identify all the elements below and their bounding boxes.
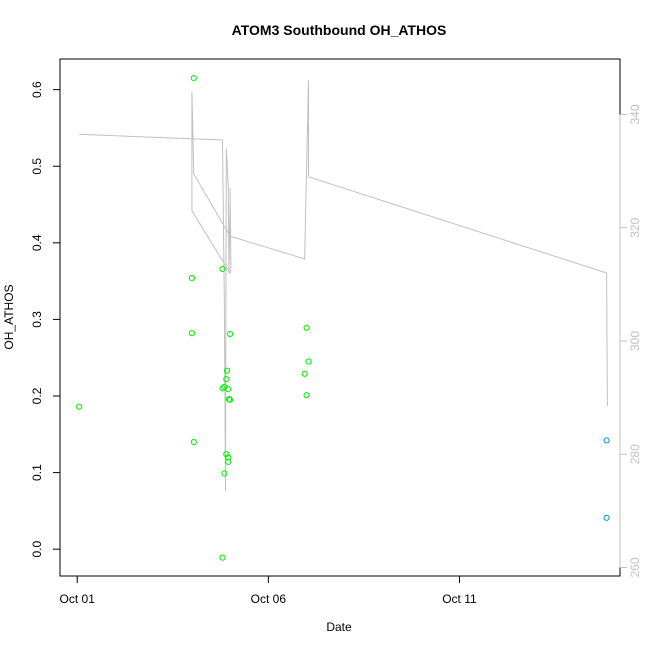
y-tick-label: 0.2: [30, 387, 44, 404]
x-tick-label: Oct 11: [442, 592, 477, 606]
x-tick-label: Oct 01: [60, 592, 96, 606]
y-tick-label: 0.5: [30, 158, 44, 175]
data-point: [603, 514, 610, 521]
y2-tick-label: 300: [628, 331, 642, 351]
y2-tick-label: 280: [628, 444, 642, 464]
y-tick-label: 0.6: [30, 81, 44, 98]
y-axis: 0.0 0.1 0.2 0.3 0.4 0.5 0.6: [30, 81, 61, 558]
data-point: [76, 403, 83, 410]
secondary-line-layer: [79, 80, 608, 492]
secondary-series-line: [79, 80, 608, 492]
data-point: [603, 437, 610, 444]
y-tick-label: 0.1: [30, 464, 44, 481]
y2-tick-label: 320: [628, 217, 642, 237]
x-axis-label: Date: [326, 620, 352, 634]
data-point: [219, 265, 226, 272]
data-point: [219, 554, 226, 561]
y2-axis: 260 280 300 320 340: [619, 104, 642, 578]
x-tick-label: Oct 06: [251, 592, 287, 606]
points-layer: [76, 75, 610, 561]
chart-title: ATOM3 Southbound OH_ATHOS: [232, 22, 447, 38]
data-point: [190, 438, 197, 446]
data-point: [223, 376, 230, 383]
data-point: [303, 324, 310, 331]
data-point: [221, 470, 228, 477]
data-point: [303, 392, 310, 399]
data-point: [188, 330, 195, 337]
data-point: [225, 458, 232, 465]
data-point: [227, 330, 234, 338]
y-axis-label: OH_ATHOS: [2, 284, 16, 349]
data-point: [188, 275, 195, 282]
data-point: [301, 370, 308, 377]
y-tick-label: 0.4: [30, 234, 44, 251]
y2-tick-label: 260: [628, 557, 642, 577]
y2-tick-label: 340: [628, 104, 642, 124]
data-point: [223, 367, 231, 374]
y-tick-label: 0.0: [30, 541, 44, 558]
data-point: [305, 358, 312, 365]
data-point: [223, 451, 230, 458]
y-tick-label: 0.3: [30, 311, 44, 328]
data-point: [225, 454, 232, 461]
data-point: [190, 75, 197, 82]
data-point: [225, 386, 232, 393]
x-axis: Oct 01 Oct 06 Oct 11: [60, 575, 477, 606]
data-point: [227, 396, 234, 403]
